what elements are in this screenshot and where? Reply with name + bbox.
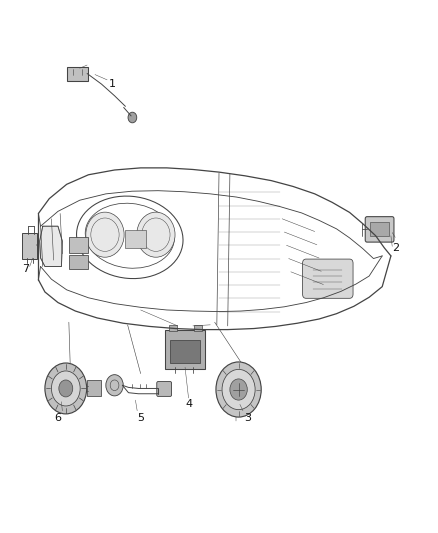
Text: 7: 7 [22,264,29,274]
Circle shape [222,369,255,410]
Text: 6: 6 [54,413,61,423]
FancyBboxPatch shape [194,325,201,331]
Circle shape [216,362,261,417]
Circle shape [106,375,123,396]
FancyBboxPatch shape [371,222,389,236]
Ellipse shape [137,212,175,257]
FancyBboxPatch shape [67,67,88,81]
FancyBboxPatch shape [69,255,88,269]
Circle shape [128,112,137,123]
Text: 1: 1 [109,78,116,88]
Polygon shape [40,226,62,266]
Circle shape [45,363,87,414]
Ellipse shape [86,212,124,257]
Text: 3: 3 [244,413,251,423]
Circle shape [59,380,73,397]
FancyBboxPatch shape [22,233,37,259]
FancyBboxPatch shape [303,259,353,298]
FancyBboxPatch shape [157,382,172,397]
FancyBboxPatch shape [169,325,177,331]
Text: 4: 4 [185,399,192,409]
Text: 2: 2 [392,243,399,253]
Circle shape [51,371,80,406]
Text: 5: 5 [137,413,144,423]
FancyBboxPatch shape [125,230,146,248]
FancyBboxPatch shape [166,329,205,369]
Circle shape [230,379,247,400]
FancyBboxPatch shape [87,381,101,397]
FancyBboxPatch shape [365,216,394,242]
FancyBboxPatch shape [170,340,200,363]
FancyBboxPatch shape [69,237,88,253]
